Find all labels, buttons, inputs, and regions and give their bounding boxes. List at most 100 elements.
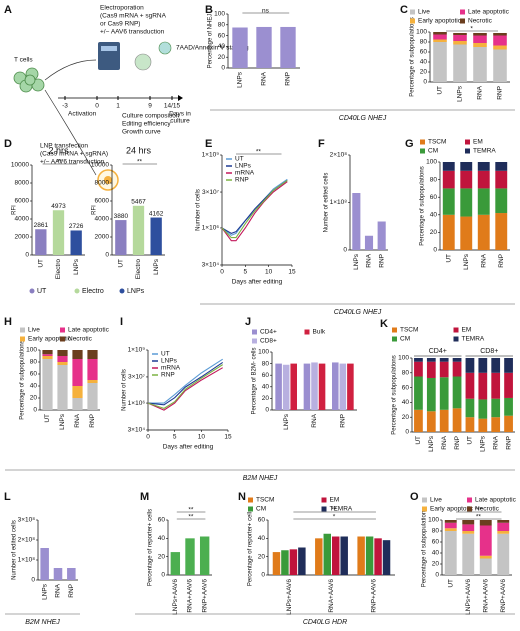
- y-tick-label: 100: [398, 355, 409, 362]
- panel-letter: I: [120, 316, 123, 328]
- series-line: [147, 367, 223, 411]
- y-axis-label: RFI: [12, 205, 18, 215]
- bar-segment: [473, 35, 487, 43]
- x-tick-label: RNP+AAV6: [201, 579, 208, 613]
- y-tick-label: 40: [402, 399, 410, 406]
- annotation: **: [188, 507, 194, 514]
- y-axis-label: Number of edited cells: [324, 173, 330, 233]
- bar-segment: [442, 188, 455, 215]
- bar: [357, 536, 365, 575]
- x-tick-label: RNP+AAV6: [500, 579, 507, 613]
- y-axis-label: Percentage of subpopulations: [392, 355, 398, 434]
- y-tick-label: 0: [31, 577, 35, 584]
- bar-segment: [493, 45, 507, 50]
- legend-label: mRNA: [161, 365, 181, 372]
- y-tick-label: 1×10⁶: [202, 225, 220, 232]
- y-tick-label: 80: [430, 176, 438, 183]
- bar-segment: [439, 409, 449, 432]
- data-label: 2861: [34, 222, 49, 229]
- bar: [280, 26, 296, 68]
- bar: [185, 538, 195, 575]
- y-tick-label: 80: [420, 39, 428, 46]
- bar: [365, 536, 374, 575]
- y-tick-label: 60: [430, 194, 438, 201]
- bar-segment: [414, 358, 423, 362]
- panel-a-diagram: A T cells Electroporation (Cas9 mRNA + s…: [4, 4, 249, 191]
- bar-segment: [57, 356, 68, 362]
- bar-segment: [465, 372, 475, 399]
- x-tick-label: LNPs: [283, 413, 290, 430]
- legend-swatch: [420, 139, 425, 145]
- x-tick-label: RNA+AAV6: [482, 579, 489, 613]
- x-tick-label: LNPs+AAV6: [286, 579, 293, 615]
- bar-segment: [444, 522, 457, 529]
- legend-label: LNPs: [161, 358, 178, 365]
- legend-label: RNP: [235, 177, 249, 184]
- bar-segment: [414, 361, 423, 377]
- legend-label: TSCM: [428, 139, 446, 146]
- data-label: 5467: [131, 199, 146, 206]
- bar-segment: [462, 520, 475, 525]
- bar: [340, 536, 348, 575]
- y-tick-label: 0: [105, 252, 109, 259]
- bar-segment: [87, 350, 98, 359]
- x-axis-label: Days after editing: [232, 279, 283, 286]
- legend-swatch: [29, 288, 35, 294]
- annotation: **: [256, 149, 262, 156]
- y-tick-label: 20: [218, 54, 226, 61]
- y-tick-label: 100: [214, 11, 225, 18]
- y-tick-label: 80: [402, 370, 410, 377]
- y-tick-label: 0: [33, 407, 37, 414]
- x-tick-label: RNA: [492, 435, 499, 449]
- flow-arrow: [44, 59, 97, 176]
- x-tick-label: 15: [224, 434, 232, 441]
- x-tick-label: RNP: [378, 254, 385, 268]
- y-tick-label: 10000: [91, 162, 109, 169]
- bar: [332, 536, 340, 575]
- x-tick-label: UT: [437, 86, 444, 95]
- y-tick-label: 2×10⁸: [18, 537, 36, 544]
- x-tick-label: RNA: [480, 253, 487, 267]
- legend-label: Necrotic: [475, 506, 500, 513]
- legend-label: Late apoptotic: [468, 9, 510, 16]
- bar: [115, 220, 127, 255]
- x-tick-label: LNPs: [463, 253, 470, 270]
- y-tick-label: 60: [30, 371, 38, 378]
- bar-segment: [478, 358, 488, 373]
- bar-segment: [57, 362, 68, 365]
- y-tick-label: 1×10⁸: [330, 199, 348, 206]
- y-tick-label: 40: [430, 212, 438, 219]
- panel-letter: J: [245, 316, 251, 328]
- bar-segment: [87, 380, 98, 383]
- bar-segment: [87, 359, 98, 380]
- bar: [35, 229, 47, 255]
- x-tick-label: RNP: [505, 436, 512, 450]
- electroporation-text: or Cas9 RNP): [100, 21, 140, 28]
- y-tick-label: 3×10⁴: [128, 427, 146, 434]
- legend-label: UT: [37, 288, 47, 295]
- x-tick-label: RNP: [498, 254, 505, 268]
- series-line: [147, 361, 224, 406]
- y-axis-label: Percentage of B2M- cells: [252, 347, 258, 414]
- bar: [67, 568, 76, 580]
- y-tick-label: 0: [161, 572, 165, 579]
- legend-label: UT: [161, 351, 170, 358]
- legend-label: CD8+: [260, 338, 277, 345]
- bar-segment: [442, 170, 455, 189]
- y-tick-label: 1×10⁹: [202, 152, 220, 159]
- bar-segment: [478, 372, 488, 400]
- bar-segment: [493, 33, 507, 36]
- panel-letter: E: [205, 138, 212, 150]
- x-tick-label: LNPs: [428, 435, 435, 452]
- y-tick-label: 1×10⁶: [128, 400, 146, 407]
- bar-segment: [462, 533, 475, 575]
- y-tick-label: 60: [420, 49, 428, 56]
- x-tick-label: RNP: [497, 86, 504, 100]
- y-tick-label: 10000: [11, 162, 29, 169]
- y-tick-label: 40: [158, 535, 166, 542]
- bar: [364, 235, 374, 250]
- bar-segment: [497, 520, 510, 523]
- legend-swatch: [465, 139, 470, 145]
- bar-segment: [460, 162, 473, 171]
- x-tick-label: 10: [265, 269, 273, 276]
